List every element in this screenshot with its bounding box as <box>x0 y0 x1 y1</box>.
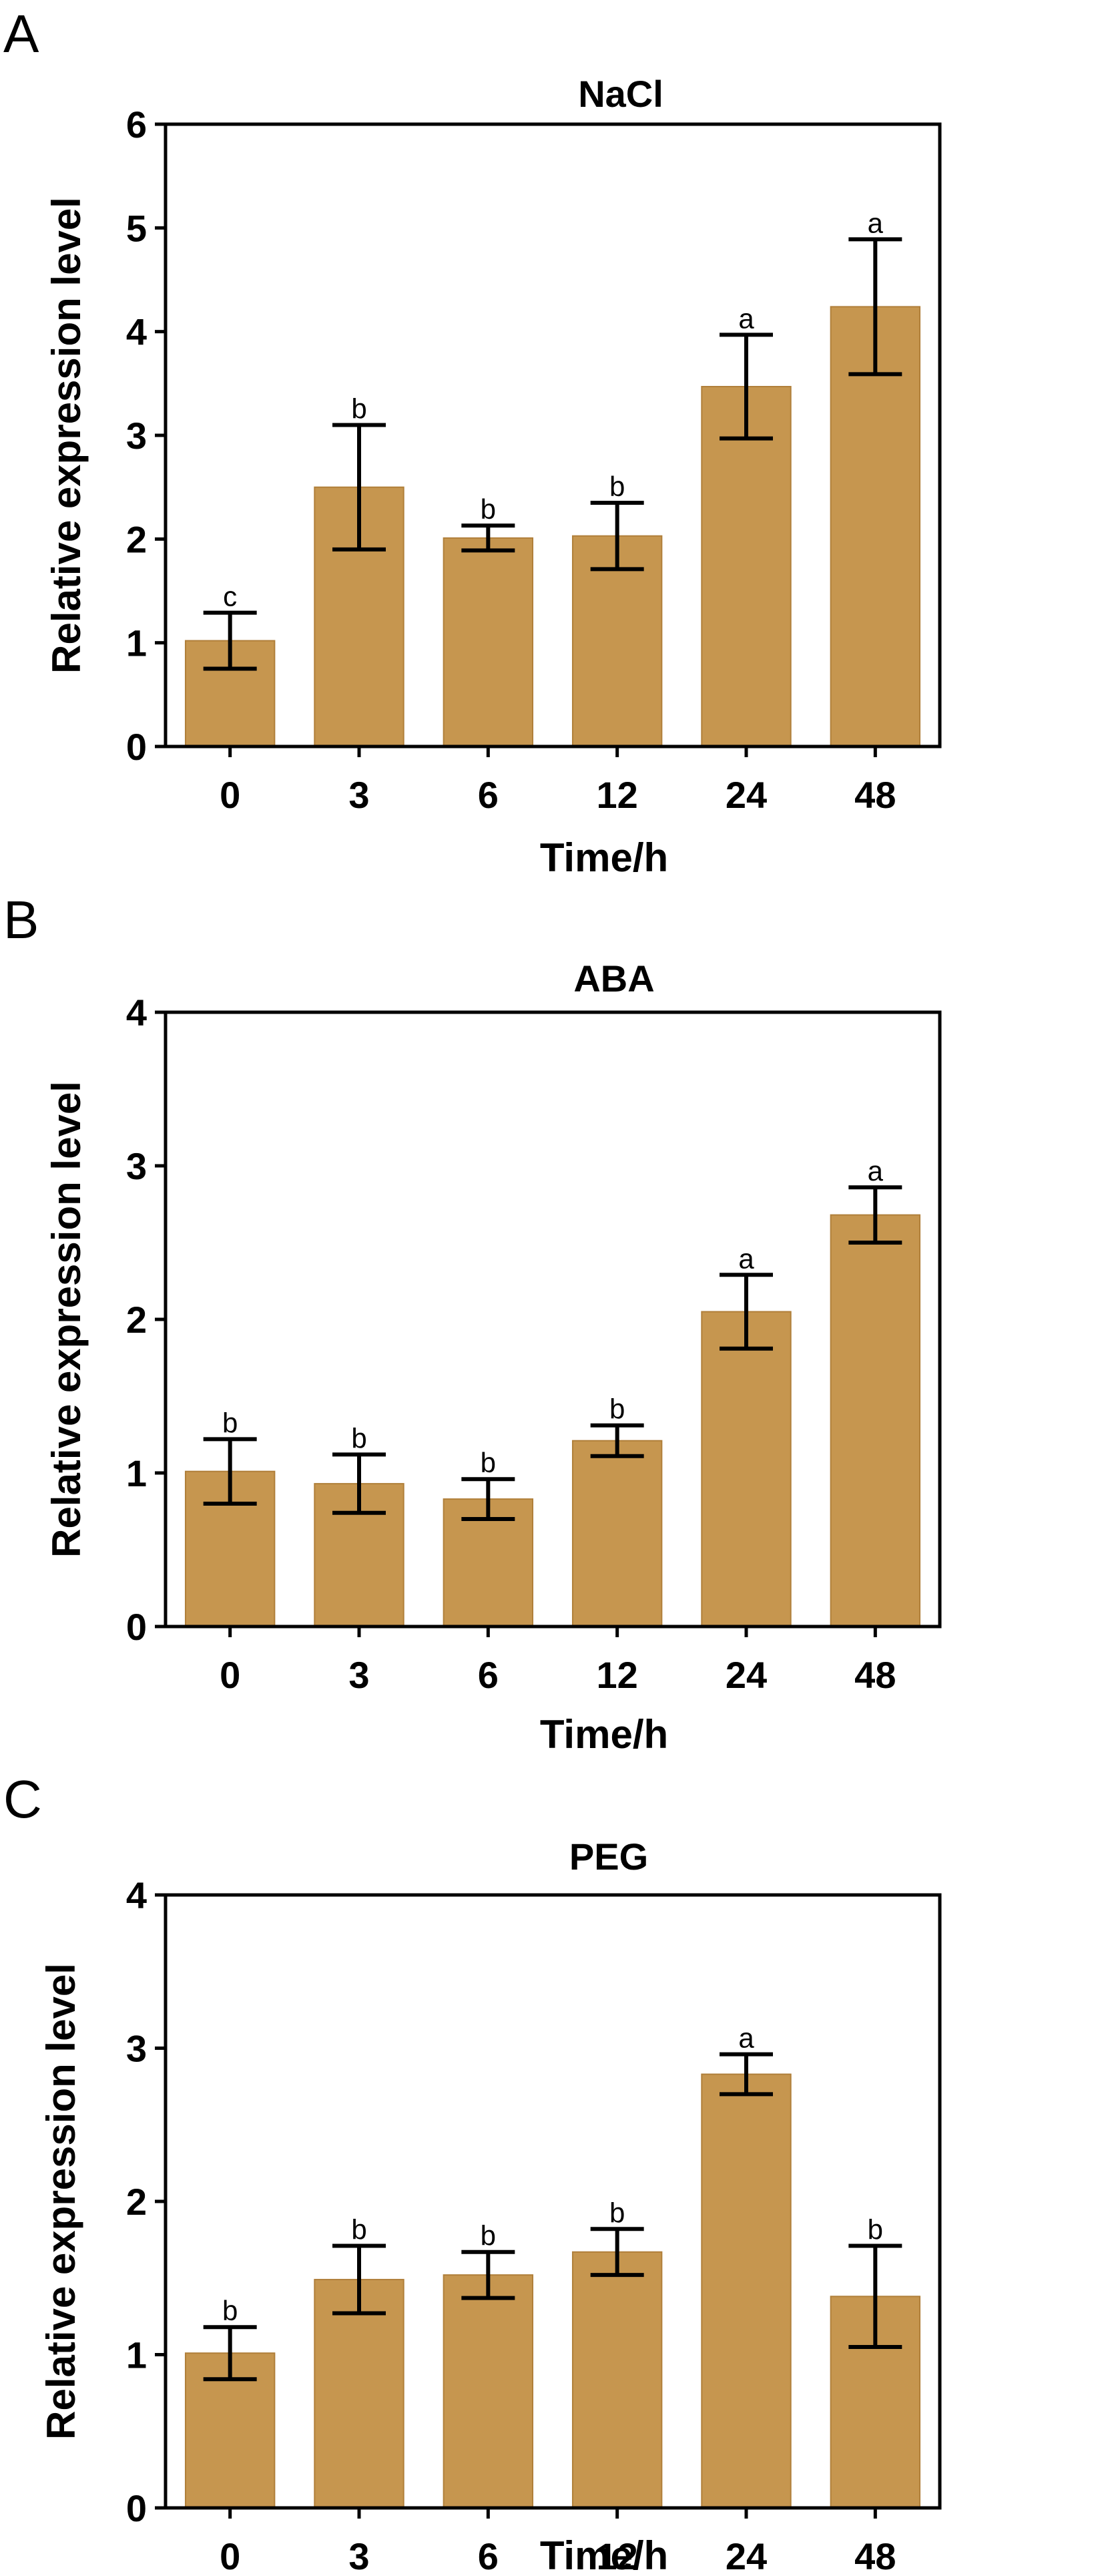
bar <box>701 385 792 747</box>
chart-title: NaCl <box>578 73 663 115</box>
x-tick-label: 12 <box>597 1654 638 1696</box>
significance-label: b <box>609 2197 625 2228</box>
significance-label: a <box>738 1243 754 1274</box>
y-tick-label: 4 <box>126 992 147 1034</box>
y-axis-label: Relative expression level <box>39 1963 83 2440</box>
y-tick-label: 1 <box>126 622 147 664</box>
y-tick-label: 2 <box>126 2181 147 2223</box>
bar <box>830 306 921 747</box>
y-tick-label: 2 <box>126 1299 147 1341</box>
x-axis-label: Time/h <box>540 2533 668 2576</box>
significance-label: b <box>609 471 625 502</box>
panel-letter: B <box>3 890 39 949</box>
significance-label: a <box>738 302 754 334</box>
x-tick-label: 3 <box>348 2535 369 2576</box>
bar <box>443 537 534 748</box>
y-tick-label: 5 <box>126 207 147 249</box>
bar <box>571 1440 663 1627</box>
significance-label: a <box>868 207 884 238</box>
x-tick-label: 24 <box>726 1654 767 1696</box>
charts-layer: ANaClc0b3b6b12a24a480123456Time/hRelativ… <box>3 4 942 2576</box>
x-tick-label: 0 <box>220 1654 240 1696</box>
x-tick-label: 0 <box>220 2535 240 2576</box>
significance-label: b <box>609 1393 625 1425</box>
chart-title: ABA <box>573 957 654 1000</box>
x-tick-label: 6 <box>478 1654 499 1696</box>
significance-label: b <box>351 1422 366 1454</box>
y-axis-label: Relative expression level <box>44 197 89 674</box>
y-tick-label: 3 <box>126 415 147 457</box>
bar <box>830 1214 921 1627</box>
plot-frame <box>164 1010 942 1629</box>
y-tick-label: 3 <box>126 2028 147 2070</box>
bar <box>571 2251 663 2509</box>
y-axis-label: Relative expression level <box>44 1081 89 1558</box>
chart-panel-a: ANaClc0b3b6b12a24a480123456Time/hRelativ… <box>3 4 942 880</box>
x-tick-label: 48 <box>854 2535 896 2576</box>
significance-label: a <box>868 1155 884 1187</box>
x-tick-label: 12 <box>597 2535 638 2576</box>
y-tick-label: 3 <box>126 1145 147 1187</box>
x-tick-label: 3 <box>348 774 369 816</box>
x-tick-label: 0 <box>220 774 240 816</box>
y-tick-label: 1 <box>126 2334 147 2376</box>
x-tick-label: 24 <box>726 774 767 816</box>
significance-label: b <box>351 393 366 424</box>
y-tick-label: 4 <box>126 1874 147 1916</box>
y-tick-label: 6 <box>126 103 147 146</box>
bar <box>314 2279 404 2509</box>
x-axis-label: Time/h <box>540 835 668 880</box>
x-axis-label: Time/h <box>540 1712 668 1757</box>
panel-letter: C <box>3 1769 42 1829</box>
x-tick-label: 24 <box>726 2535 767 2576</box>
bar <box>701 1311 792 1627</box>
plot-frame <box>164 122 942 748</box>
y-tick-label: 0 <box>126 726 147 768</box>
y-tick-label: 0 <box>126 1606 147 1648</box>
x-tick-label: 3 <box>348 1654 369 1696</box>
significance-label: b <box>868 2214 883 2245</box>
significance-label: a <box>738 2022 754 2054</box>
bar <box>701 2073 792 2509</box>
plot-frame <box>164 1893 942 2510</box>
x-tick-label: 48 <box>854 774 896 816</box>
y-tick-label: 4 <box>126 311 147 353</box>
bar <box>443 2274 534 2509</box>
significance-label: b <box>481 1447 496 1478</box>
significance-label: b <box>351 2214 366 2245</box>
y-tick-label: 1 <box>126 1452 147 1494</box>
x-tick-label: 48 <box>854 1654 896 1696</box>
chart-title: PEG <box>569 1836 648 1878</box>
significance-label: b <box>222 2295 238 2326</box>
x-tick-label: 6 <box>478 2535 499 2576</box>
y-tick-label: 0 <box>126 2487 147 2529</box>
significance-label: b <box>481 493 496 525</box>
y-tick-label: 2 <box>126 518 147 560</box>
significance-label: c <box>223 581 237 612</box>
significance-label: b <box>481 2220 496 2251</box>
significance-label: b <box>222 1407 238 1438</box>
panel-letter: A <box>3 4 39 63</box>
x-tick-label: 12 <box>597 774 638 816</box>
x-tick-label: 6 <box>478 774 499 816</box>
